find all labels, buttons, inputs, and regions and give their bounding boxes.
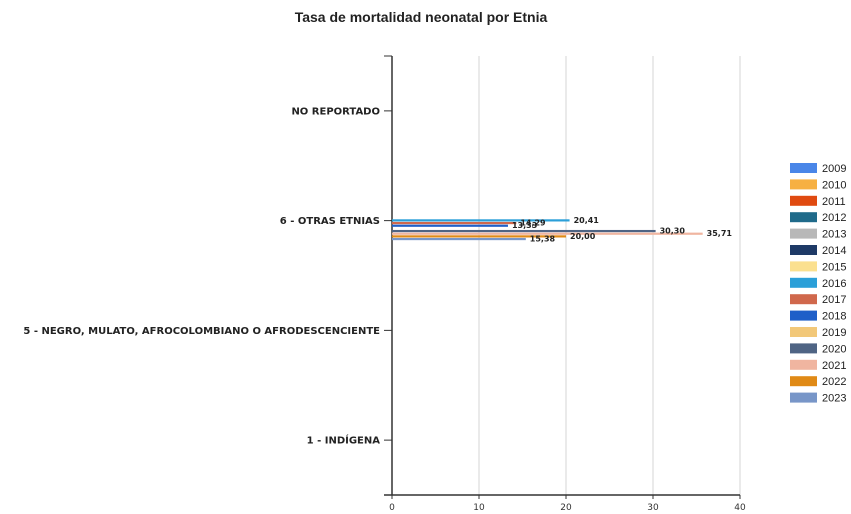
legend-swatch-2011 (790, 195, 817, 206)
legend-label-2023: 2023 (822, 393, 846, 405)
legend-label-2010: 2010 (822, 179, 846, 191)
bar-2018 (392, 224, 508, 227)
bar-2016 (392, 219, 570, 222)
bar-2020 (392, 229, 656, 233)
category-label: 1 - INDÍGENA (307, 434, 381, 447)
x-tick-label: 30 (647, 503, 659, 513)
x-tick-label: 40 (734, 503, 746, 513)
bar-2017 (392, 221, 517, 225)
legend-label-2014: 2014 (822, 245, 846, 257)
legend-label-2015: 2015 (822, 261, 846, 273)
chart-title: Tasa de mortalidad neonatal por Etnia (295, 9, 548, 25)
data-label-2022: 20,00 (570, 232, 596, 241)
data-label-2016: 20,41 (574, 216, 600, 225)
x-tick-label: 0 (389, 503, 395, 513)
legend: 2009 2010 2011 2012 2013 2014 2015 2016 2017 2018… (790, 163, 846, 405)
legend-swatch-2019 (790, 327, 817, 337)
gridlines (478, 56, 741, 495)
legend-label-2021: 2021 (822, 360, 846, 372)
legend-label-2018: 2018 (822, 311, 846, 323)
data-label-2018: 13,33 (512, 221, 537, 230)
data-label-2017: 14,29 (520, 218, 546, 227)
legend-swatch-2009 (790, 163, 817, 173)
legend-swatch-2020 (790, 343, 817, 354)
bar-2021 (392, 232, 703, 235)
legend-label-2013: 2013 (822, 229, 846, 241)
category-label: NO REPORTADO (291, 106, 380, 117)
x-tick-label: 20 (560, 503, 572, 513)
legend-label-2009: 2009 (822, 163, 846, 175)
axes: 0 10 20 30 40 NO REPORTADO 6 - OTRAS ETNIAS 5 -… (23, 55, 746, 513)
legend-label-2022: 2022 (822, 376, 846, 388)
legend-swatch-2013 (790, 228, 817, 239)
legend-label-2017: 2017 (822, 294, 846, 306)
bar-2023 (392, 237, 526, 241)
legend-swatch-2016 (790, 277, 817, 288)
legend-label-2012: 2012 (822, 212, 846, 224)
legend-swatch-2017 (790, 294, 817, 305)
bars (392, 219, 703, 241)
legend-swatch-2010 (790, 179, 817, 190)
legend-label-2011: 2011 (822, 196, 846, 208)
bar-2022 (392, 235, 566, 238)
legend-label-2019: 2019 (822, 327, 846, 339)
data-label-2021: 35,71 (707, 229, 733, 238)
category-label: 6 - OTRAS ETNIAS (280, 216, 380, 227)
legend-swatch-2014 (790, 245, 817, 255)
legend-swatch-2015 (790, 261, 817, 272)
legend-label-2016: 2016 (822, 278, 846, 290)
legend-label-2020: 2020 (822, 343, 846, 355)
legend-swatch-2022 (790, 376, 817, 387)
data-label-2023: 15,38 (530, 234, 556, 243)
data-label-2020: 30,30 (660, 226, 686, 235)
legend-swatch-2021 (790, 359, 817, 370)
legend-swatch-2023 (790, 392, 817, 403)
x-tick-label: 10 (473, 503, 485, 513)
legend-swatch-2012 (790, 212, 817, 223)
category-label: 5 - NEGRO, MULATO, AFROCOLOMBIANO O AFRO… (23, 326, 380, 337)
legend-swatch-2018 (790, 310, 817, 321)
